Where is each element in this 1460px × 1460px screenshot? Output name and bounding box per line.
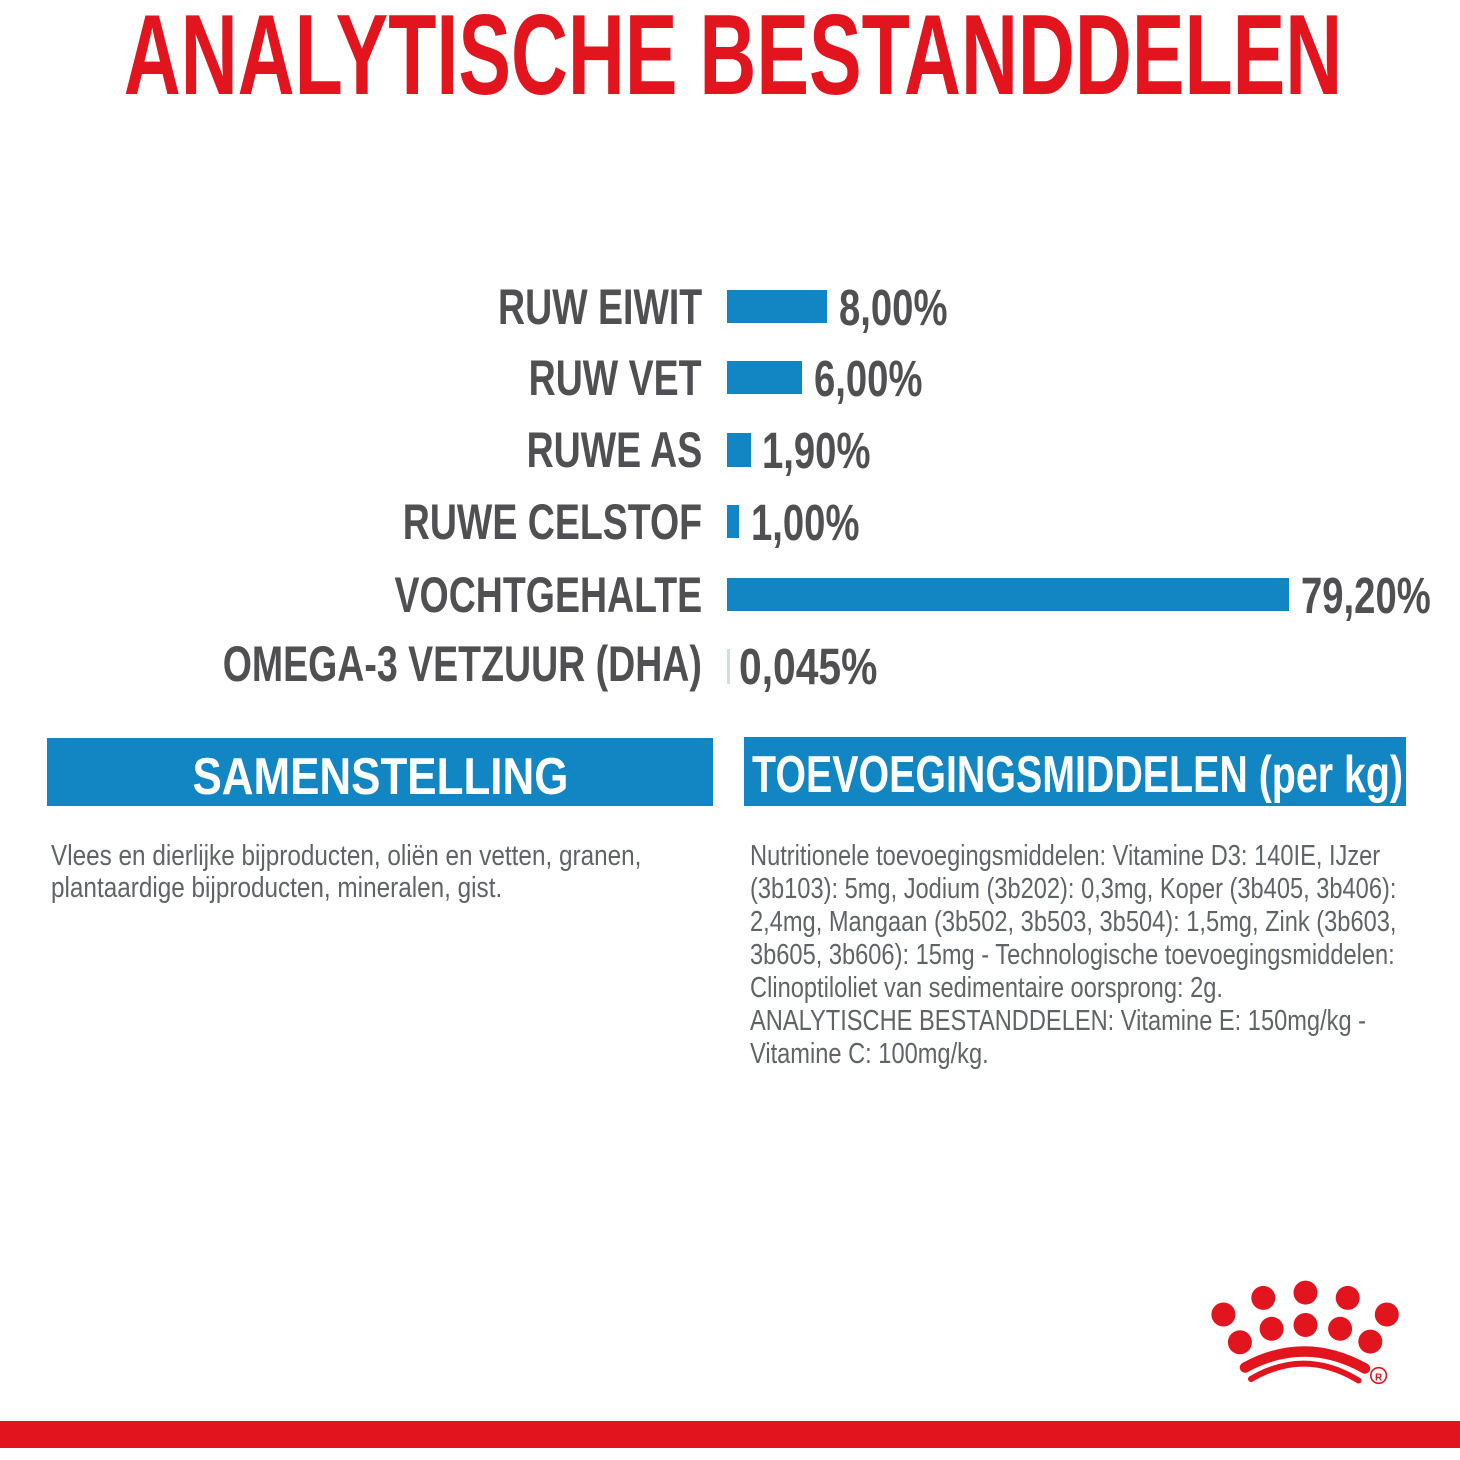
svg-text:R: R bbox=[1375, 1372, 1383, 1383]
